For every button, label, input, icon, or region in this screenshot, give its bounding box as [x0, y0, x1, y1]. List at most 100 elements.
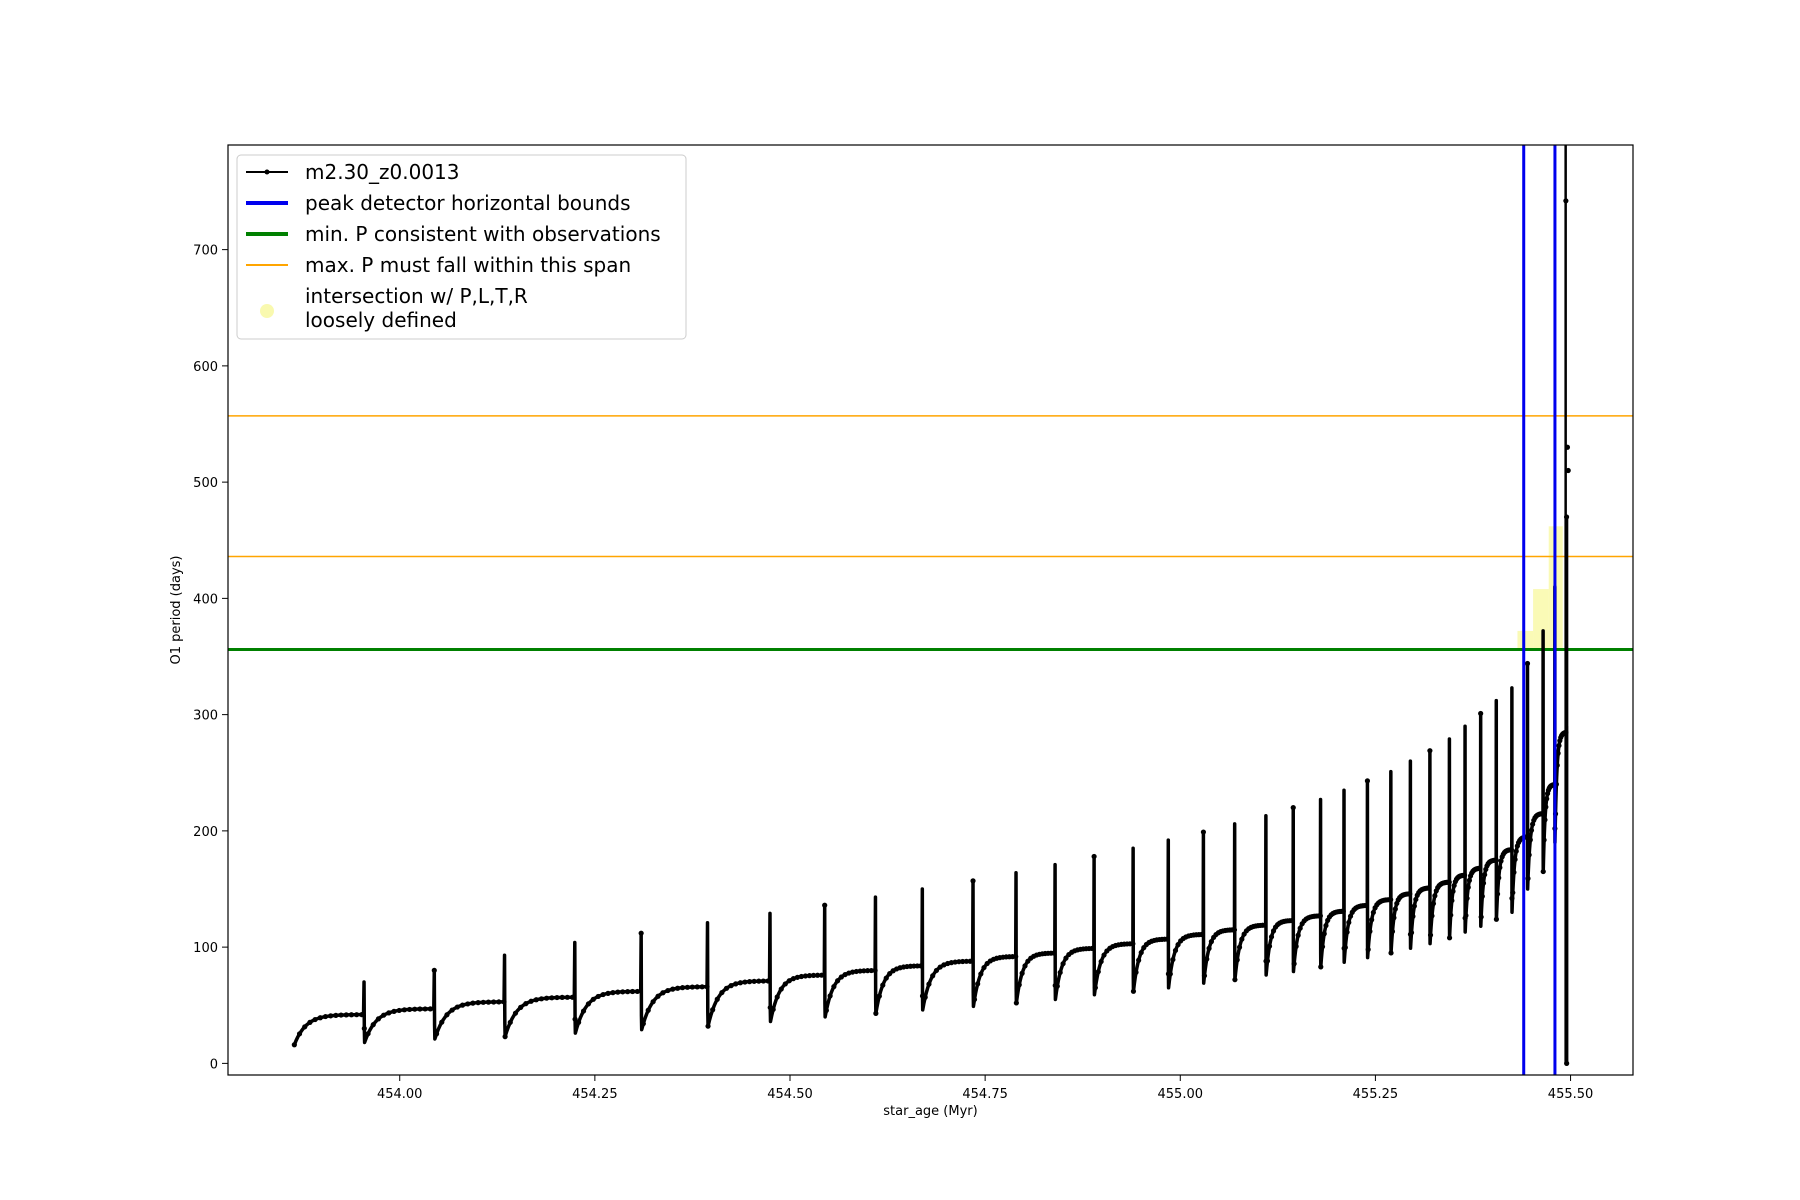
series-point — [1236, 944, 1243, 950]
series-point — [1524, 660, 1531, 667]
series-point — [1019, 970, 1025, 976]
series-point — [491, 999, 497, 1005]
series-point — [1426, 885, 1432, 891]
series-point — [1543, 804, 1549, 810]
series-point — [1449, 897, 1455, 904]
series-point — [1289, 917, 1295, 924]
series-point — [819, 972, 825, 978]
series-point — [496, 999, 502, 1005]
series-point — [322, 1013, 329, 1020]
series-point — [981, 964, 987, 971]
series-point — [883, 975, 889, 981]
series-point — [1448, 912, 1454, 918]
series-point — [1231, 927, 1238, 933]
legend-entry-series: m2.30_z0.0013 — [246, 160, 460, 184]
series-point — [605, 990, 611, 996]
series-point — [1013, 953, 1019, 960]
series-point — [922, 994, 928, 1000]
series-markers — [291, 198, 1571, 1066]
series-point — [675, 985, 681, 991]
series-point — [1411, 903, 1417, 909]
series-point — [465, 1001, 471, 1007]
series-point — [1493, 916, 1500, 922]
series-point — [1555, 750, 1561, 756]
series-point — [746, 979, 753, 985]
series-point — [1513, 848, 1519, 854]
series-point — [1565, 467, 1571, 474]
series-point — [1527, 837, 1533, 843]
y-tick-label: 500 — [193, 476, 218, 491]
series-point — [798, 973, 805, 980]
series-point — [751, 978, 757, 984]
series-point — [523, 1001, 529, 1007]
series-point — [1478, 914, 1484, 920]
x-axis: 454.00 454.25 454.50 454.75 455.00 455.25 455.… — [377, 1075, 1593, 1102]
series-point — [1130, 988, 1137, 994]
series-point — [1465, 884, 1471, 890]
series-point — [1170, 956, 1176, 963]
series-point — [1461, 872, 1468, 878]
series-point — [1429, 913, 1435, 919]
series-point — [1544, 796, 1550, 802]
series-point — [660, 990, 666, 996]
series-point — [1479, 893, 1485, 899]
series-point — [1512, 856, 1518, 863]
series-point — [1541, 837, 1547, 843]
series-point — [1542, 817, 1548, 823]
series-point — [704, 984, 710, 990]
y-tick-label: 100 — [193, 941, 218, 956]
x-tick-label: 455.25 — [1353, 1087, 1399, 1102]
series-point — [629, 988, 636, 995]
series-point — [427, 1006, 433, 1012]
series-point — [1389, 928, 1396, 935]
series-point — [1164, 936, 1170, 942]
series-point — [1364, 778, 1371, 784]
series-point — [554, 994, 560, 1001]
series-point — [1290, 805, 1296, 811]
series-point — [956, 959, 962, 965]
series-point — [1204, 956, 1210, 962]
series-point — [291, 1042, 297, 1048]
legend-label-max-period: max. P must fall within this span — [305, 253, 631, 277]
series-point — [760, 978, 766, 984]
y-tick-label: 0 — [210, 1057, 218, 1072]
series-point — [1391, 915, 1397, 921]
series-point — [365, 1031, 371, 1037]
series-point — [1511, 869, 1517, 875]
series-point — [585, 1001, 592, 1007]
series-point — [1450, 888, 1456, 894]
series-point — [705, 1023, 711, 1029]
series-point — [1370, 909, 1376, 916]
series-point — [1477, 865, 1483, 871]
series-point — [576, 1019, 582, 1025]
series-point — [1528, 827, 1535, 833]
series-point — [1494, 891, 1501, 897]
series-point — [1407, 891, 1413, 897]
series-point — [970, 878, 976, 884]
series-point — [1133, 969, 1139, 975]
series-point — [610, 990, 616, 996]
series-point — [1464, 895, 1470, 901]
series-point — [391, 1008, 397, 1014]
series-point — [1054, 983, 1060, 989]
series-point — [1319, 944, 1326, 950]
y-tick-label: 400 — [193, 592, 218, 607]
series-point — [1463, 912, 1469, 919]
series-point — [1365, 946, 1371, 953]
x-tick-label: 454.25 — [572, 1087, 618, 1102]
series-point — [1201, 973, 1208, 979]
series-point — [782, 981, 788, 987]
series-point — [433, 1031, 440, 1037]
series-point — [1524, 834, 1530, 840]
series-point — [838, 974, 844, 980]
series-point — [640, 1021, 646, 1027]
series-point — [333, 1012, 339, 1018]
legend-box — [236, 154, 687, 340]
series-point — [1367, 928, 1373, 934]
series-point — [454, 1004, 460, 1010]
series-point — [1318, 964, 1324, 970]
series-point — [918, 963, 924, 969]
legend-label-peak-bounds: peak detector horizontal bounds — [305, 191, 631, 215]
series-point — [873, 1010, 879, 1016]
series-point — [625, 989, 631, 995]
